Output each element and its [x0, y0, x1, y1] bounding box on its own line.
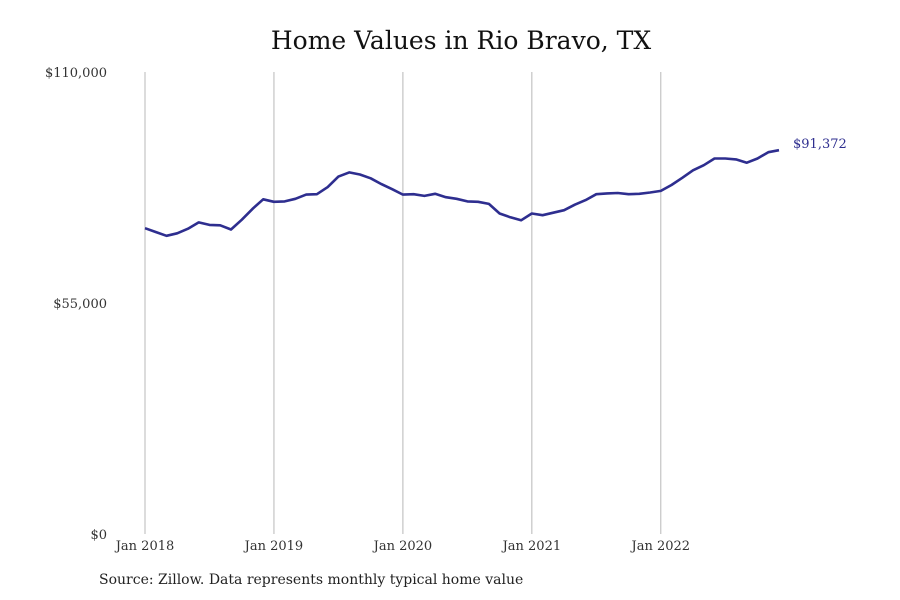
chart-title: Home Values in Rio Bravo, TX: [270, 26, 652, 55]
x-tick-label: Jan 2018: [114, 539, 175, 554]
last-value-label: $91,372: [793, 137, 847, 152]
source-note: Source: Zillow. Data represents monthly …: [99, 572, 524, 588]
series: [144, 148, 780, 238]
y-tick-label: $110,000: [45, 66, 107, 81]
x-tick-label: Jan 2019: [243, 539, 304, 554]
gridlines: [144, 72, 662, 534]
x-axis-tick-labels: Jan 2018 Jan 2019 Jan 2020 Jan 2021 Jan 2022: [114, 539, 690, 554]
x-tick-label: Jan 2021: [501, 539, 562, 554]
y-tick-label: $55,000: [53, 297, 107, 312]
y-tick-label: $0: [90, 528, 107, 543]
x-tick-label: Jan 2022: [630, 539, 691, 554]
home-value-line: [144, 148, 780, 238]
y-axis-tick-labels: $0 $55,000 $110,000: [45, 66, 107, 543]
x-tick-label: Jan 2020: [372, 539, 433, 554]
